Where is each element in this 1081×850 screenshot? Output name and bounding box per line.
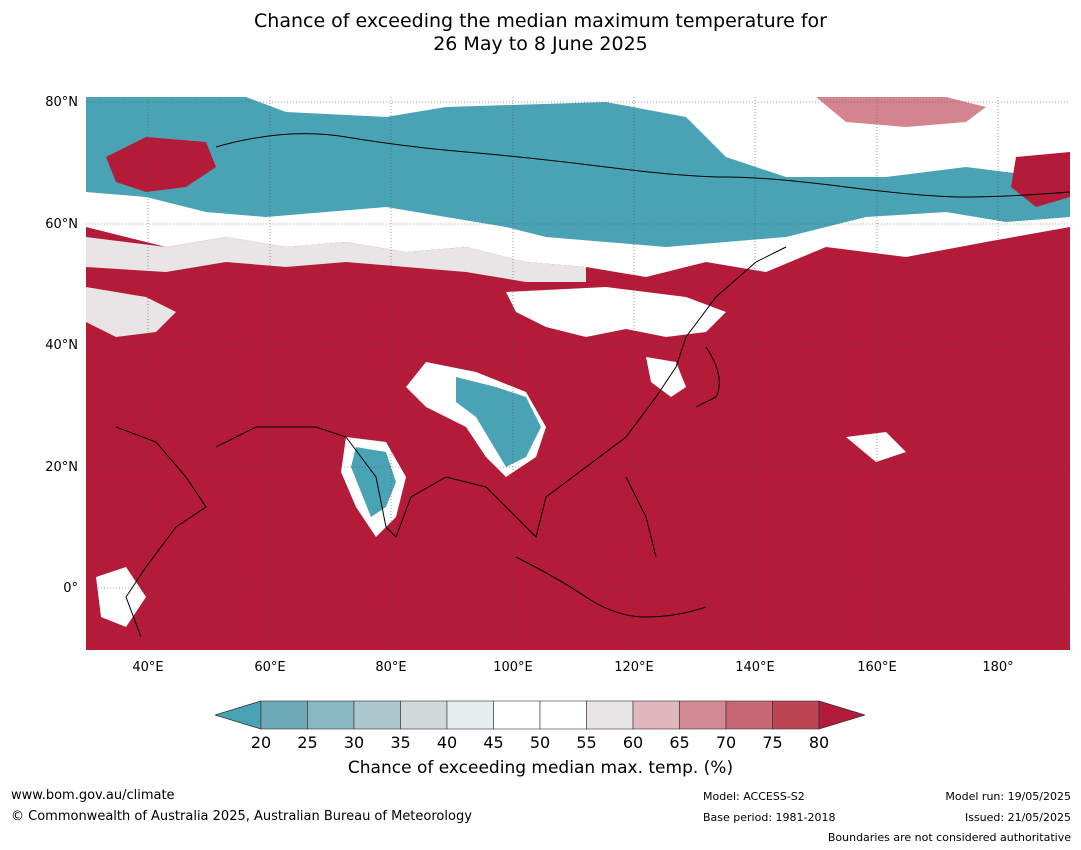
coastlines: [115, 133, 1070, 638]
colorbar-high-extension: [818, 700, 867, 730]
colorbar-tick-label: 40: [436, 733, 458, 752]
colorbar-swatch: [632, 700, 680, 730]
footer-base-period: Base period: 1981-2018: [703, 811, 836, 824]
colorbar-tick-label: 35: [390, 733, 411, 752]
lon-label-80e: 80°E: [375, 660, 407, 675]
colorbar-tick-label: 25: [297, 733, 318, 752]
below-median-region-himalaya: [456, 377, 541, 467]
colorbar-swatch: [493, 700, 541, 730]
colorbar-swatch: [772, 700, 820, 730]
footer-url: www.bom.gov.au/climate: [11, 788, 175, 803]
lat-label-20n: 20°N: [45, 460, 78, 475]
lat-label-0: 0°: [63, 581, 78, 596]
colorbar-swatches: [213, 700, 867, 730]
colorbar-swatch: [539, 700, 587, 730]
colorbar-tick-label: 70: [715, 733, 737, 752]
neutral-patch-pacific: [846, 432, 906, 462]
colorbar-swatch: [586, 700, 634, 730]
colorbar-tick-label: 75: [762, 733, 783, 752]
footer-copyright: © Commonwealth of Australia 2025, Austra…: [11, 809, 472, 824]
lat-label-80n: 80°N: [45, 95, 78, 110]
colorbar-tick-label: 30: [343, 733, 365, 752]
colorbar-swatch: [725, 700, 773, 730]
colorbar-swatch: [353, 700, 401, 730]
map-title-line-2: 26 May to 8 June 2025: [433, 33, 648, 55]
lon-label-100e: 100°E: [493, 660, 533, 675]
colorbar-label: Chance of exceeding median max. temp. (%…: [347, 758, 734, 778]
colorbar-tick-label: 55: [576, 733, 597, 752]
lon-label-40e: 40°E: [132, 660, 164, 675]
neutral-region-east-africa: [96, 567, 146, 627]
colorbar-swatch: [679, 700, 727, 730]
lon-label-180: 180°: [982, 660, 1014, 675]
colorbar: [213, 700, 867, 730]
neutral-region-mongolia: [506, 287, 726, 337]
below-median-region-india: [351, 447, 396, 517]
graticule: [86, 97, 1070, 650]
lon-label-140e: 140°E: [735, 660, 775, 675]
footer-issued: Issued: 21/05/2025: [964, 811, 1071, 824]
colorbar-swatch: [446, 700, 494, 730]
neutral-region-europe: [86, 287, 176, 337]
footer-model: Model: ACCESS-S2: [703, 790, 805, 803]
temperature-probability-map: [86, 97, 1070, 650]
below-median-region-siberia: [86, 97, 1070, 247]
colorbar-tick-label: 50: [529, 733, 551, 752]
map-canvas: [86, 97, 1070, 650]
neutral-band-central-asia: [86, 237, 586, 282]
warm-region-northeast: [816, 97, 986, 127]
footer-disclaimer: Boundaries are not considered authoritat…: [827, 831, 1071, 844]
lon-label-120e: 120°E: [614, 660, 654, 675]
lon-label-160e: 160°E: [857, 660, 897, 675]
footer-model-run: Model run: 19/05/2025: [945, 790, 1071, 803]
lon-label-60e: 60°E: [254, 660, 286, 675]
colorbar-tick-label: 60: [622, 733, 644, 752]
colorbar-swatch: [307, 700, 355, 730]
colorbar-low-extension: [213, 700, 262, 730]
map-title-line-1: Chance of exceeding the median maximum t…: [254, 10, 827, 32]
colorbar-swatch: [260, 700, 308, 730]
lat-label-40n: 40°N: [45, 338, 78, 353]
colorbar-tick-label: 20: [250, 733, 272, 752]
lat-label-60n: 60°N: [45, 217, 78, 232]
above-median-region-scandinavia: [106, 137, 216, 192]
colorbar-tick-label: 45: [483, 733, 504, 752]
colorbar-swatch: [400, 700, 448, 730]
colorbar-tick-label: 80: [808, 733, 830, 752]
colorbar-tick-label: 65: [669, 733, 690, 752]
